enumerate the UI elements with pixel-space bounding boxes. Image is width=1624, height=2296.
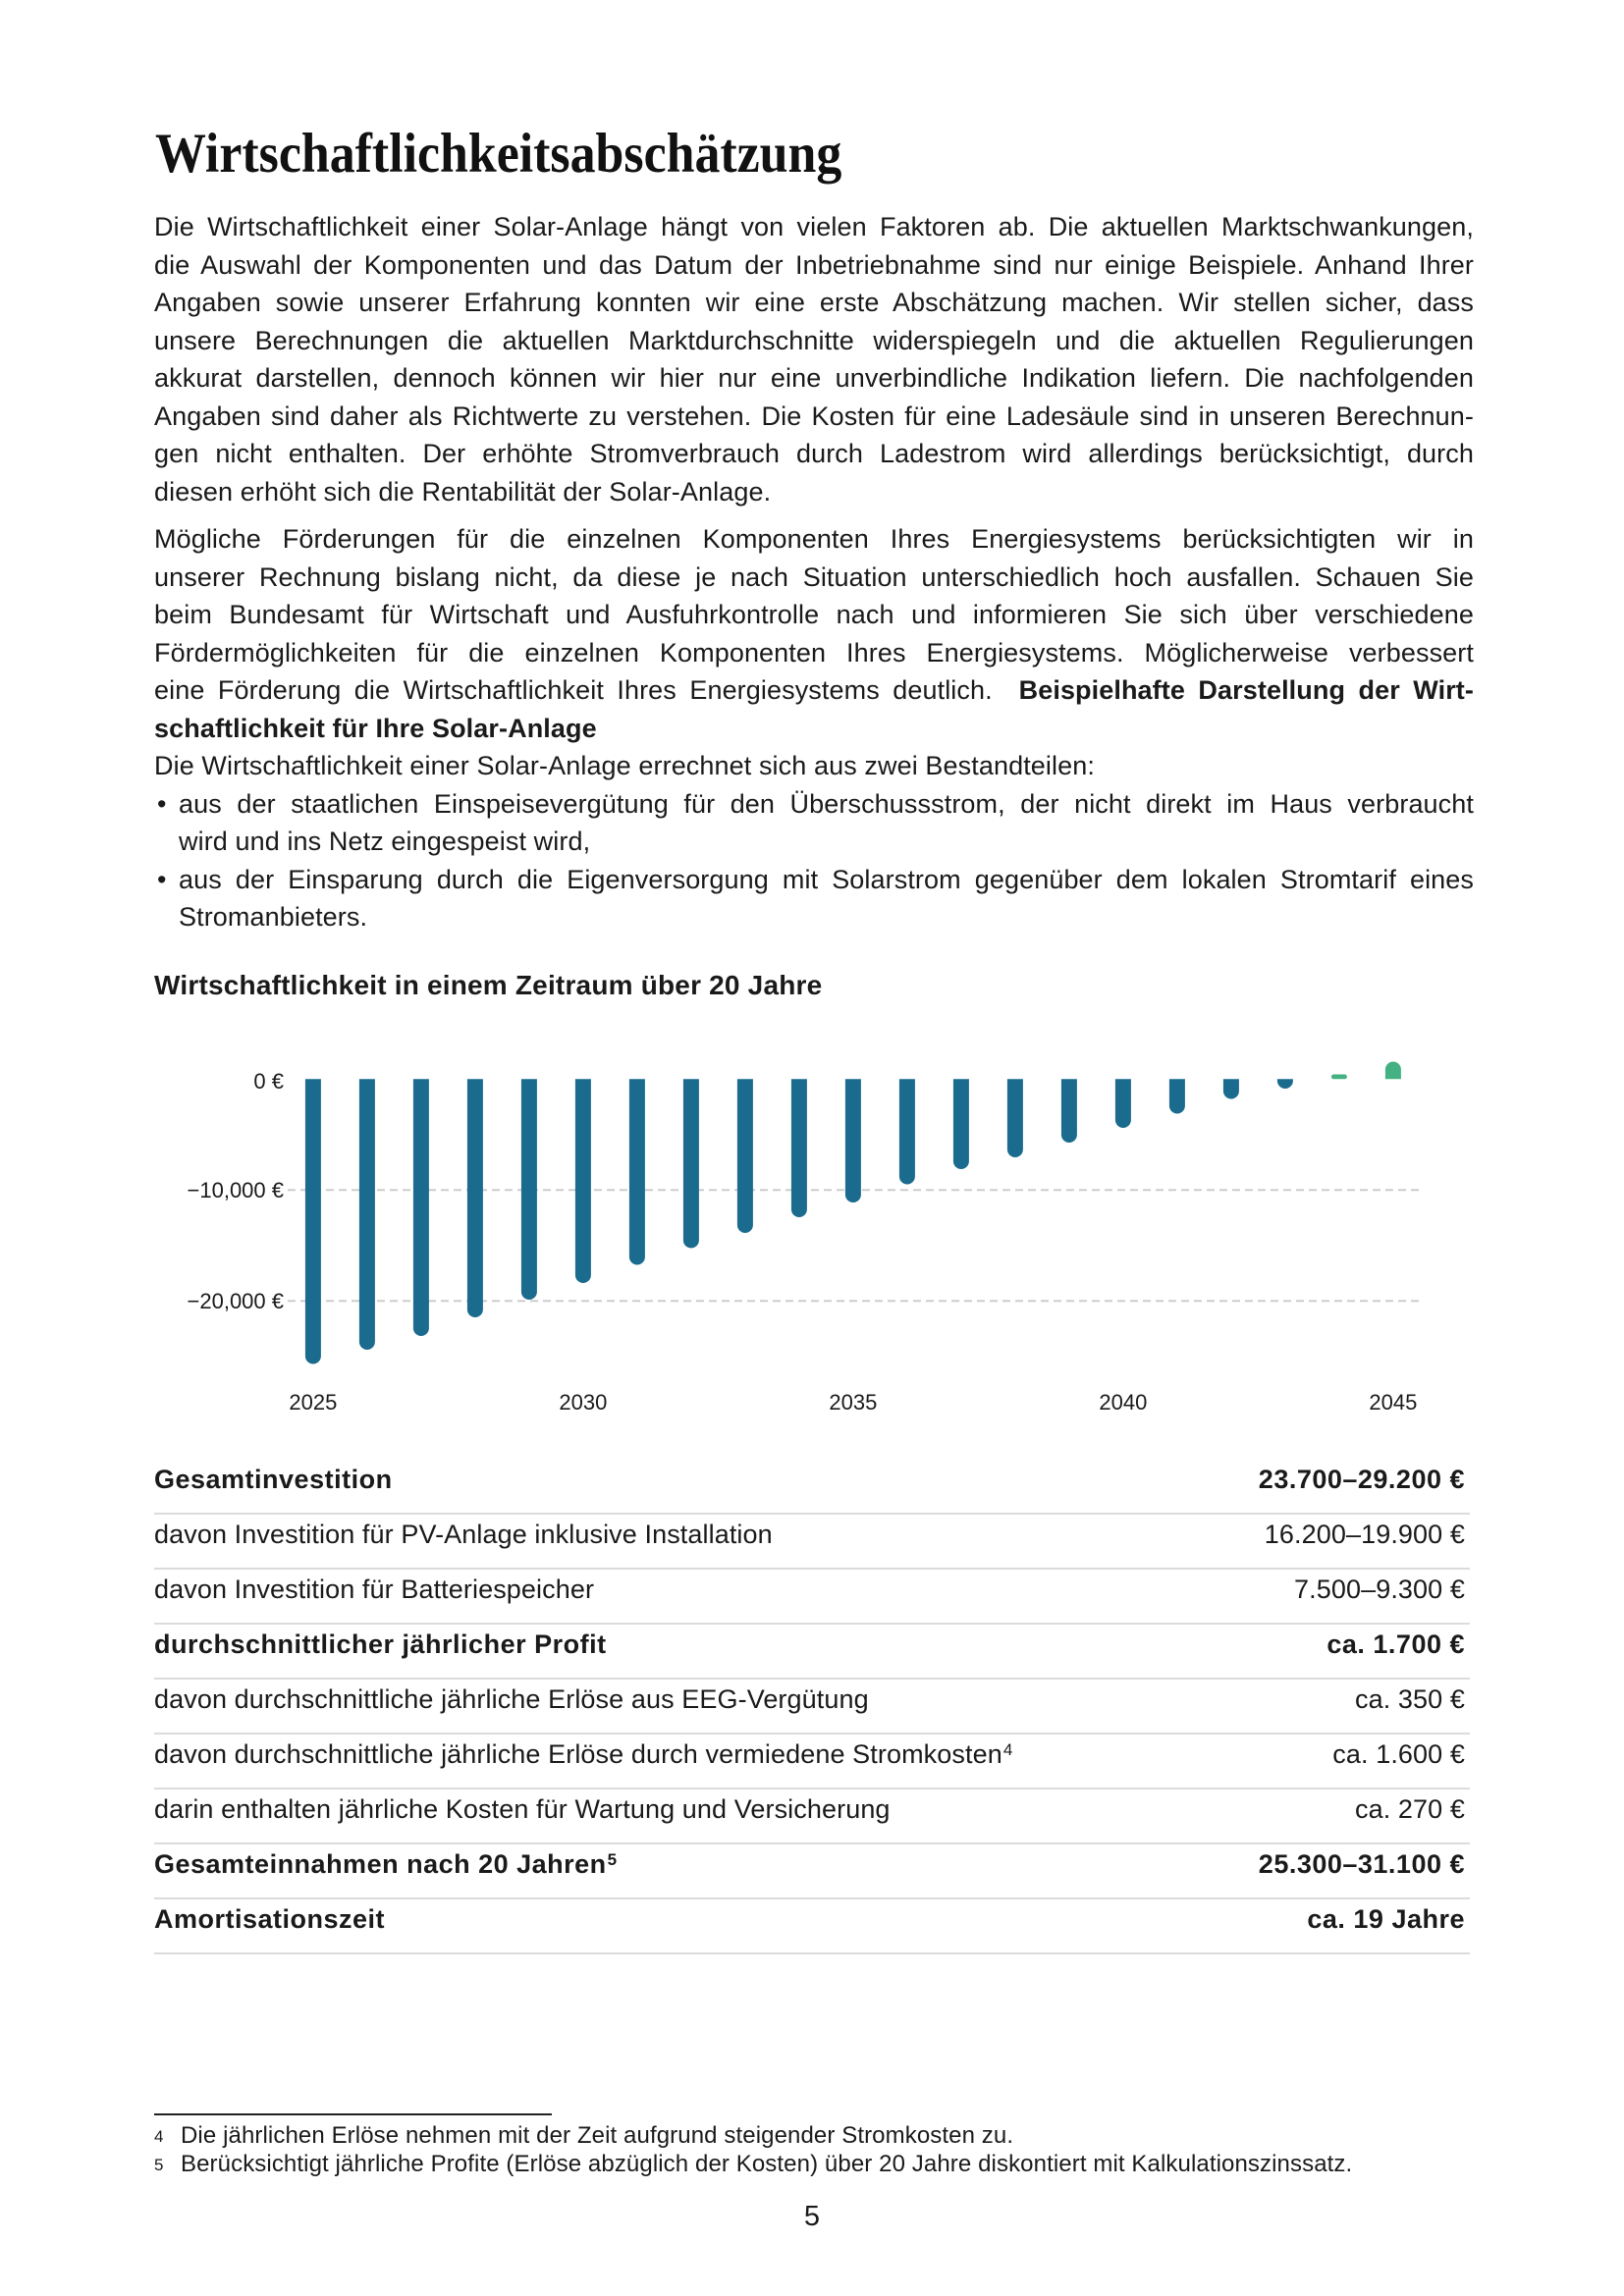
svg-text:−20,000 €: −20,000 €	[188, 1289, 284, 1313]
svg-text:2045: 2045	[1369, 1390, 1417, 1415]
svg-text:−10,000 €: −10,000 €	[188, 1178, 284, 1202]
svg-text:0 €: 0 €	[253, 1069, 284, 1094]
svg-text:2025: 2025	[289, 1390, 337, 1415]
svg-text:2035: 2035	[829, 1390, 877, 1415]
svg-text:2040: 2040	[1099, 1390, 1147, 1415]
svg-text:2030: 2030	[559, 1390, 607, 1415]
